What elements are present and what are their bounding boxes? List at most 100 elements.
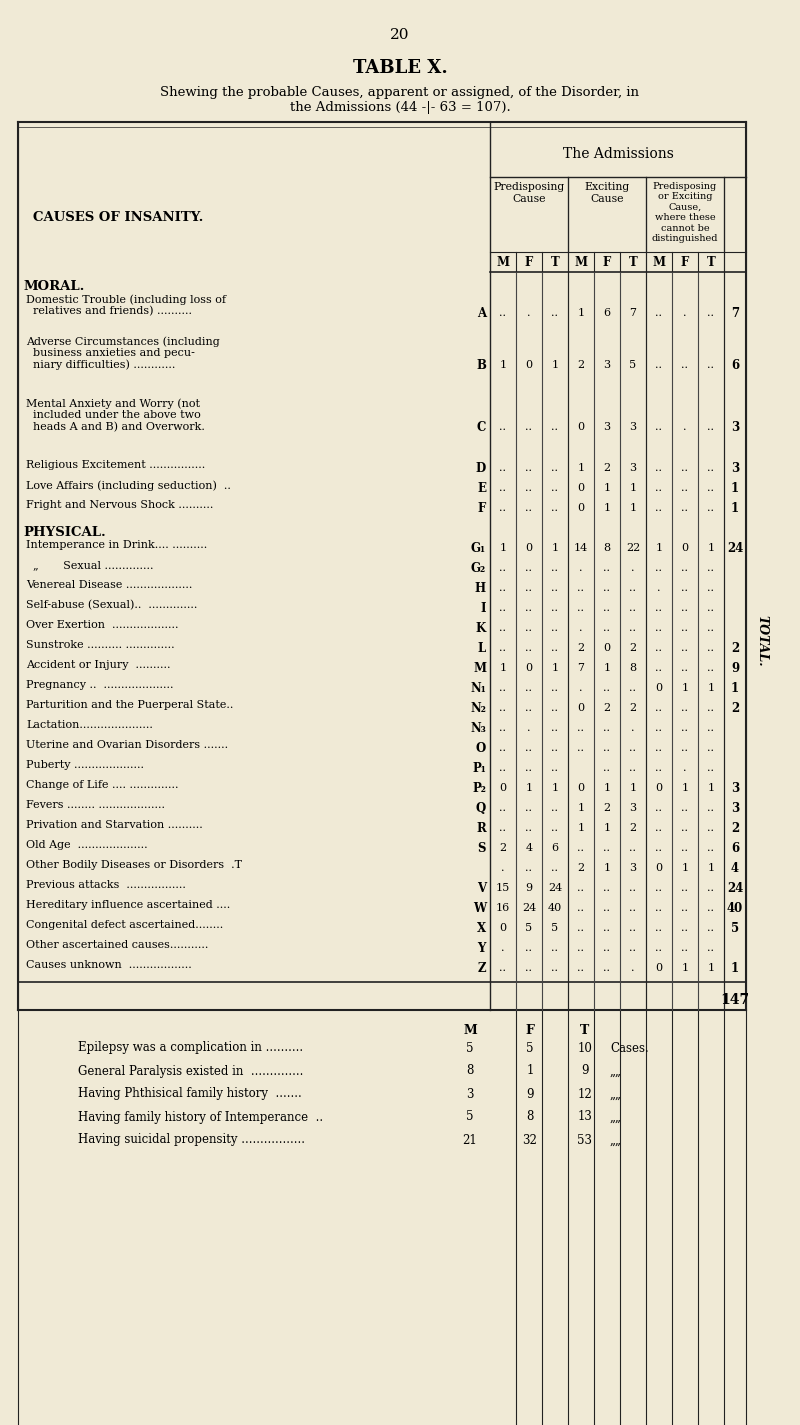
Text: ..: ..	[551, 503, 558, 513]
Text: Pregnancy ..  ....................: Pregnancy .. ....................	[26, 680, 174, 690]
Text: CAUSES OF INSANITY.: CAUSES OF INSANITY.	[33, 211, 203, 224]
Text: ..: ..	[682, 943, 689, 953]
Text: ..: ..	[682, 663, 689, 673]
Text: 5: 5	[551, 923, 558, 933]
Text: 3: 3	[466, 1087, 474, 1100]
Text: Shewing the probable Causes, apparent or assigned, of the Disorder, in
the Admis: Shewing the probable Causes, apparent or…	[161, 86, 639, 114]
Text: K: K	[476, 621, 486, 634]
Text: ..: ..	[526, 703, 533, 712]
Text: 2: 2	[731, 821, 739, 835]
Text: Previous attacks  .................: Previous attacks .................	[26, 881, 186, 891]
Text: ..: ..	[526, 623, 533, 633]
Text: 3: 3	[630, 422, 637, 432]
Text: N₁: N₁	[470, 681, 486, 694]
Text: 24: 24	[727, 882, 743, 895]
Text: ..: ..	[630, 623, 637, 633]
Text: 4: 4	[526, 844, 533, 854]
Text: 12: 12	[578, 1087, 592, 1100]
Text: ..: ..	[655, 603, 662, 613]
Text: ..: ..	[707, 742, 714, 752]
Text: ..: ..	[655, 483, 662, 493]
Text: ..: ..	[603, 583, 610, 593]
Text: 2: 2	[630, 824, 637, 834]
Text: ..: ..	[551, 963, 558, 973]
Text: ..: ..	[551, 643, 558, 653]
Text: Q: Q	[476, 801, 486, 815]
Text: ..: ..	[707, 603, 714, 613]
Text: Old Age  ....................: Old Age ....................	[26, 839, 148, 849]
Text: ..: ..	[707, 884, 714, 893]
Text: 2: 2	[578, 361, 585, 370]
Text: 0: 0	[499, 923, 506, 933]
Text: 0: 0	[655, 864, 662, 874]
Text: ..: ..	[578, 742, 585, 752]
Text: 1: 1	[526, 782, 533, 792]
Text: 8: 8	[603, 543, 610, 553]
Text: 147: 147	[721, 993, 750, 1007]
Text: ..: ..	[526, 503, 533, 513]
Text: 1: 1	[603, 503, 610, 513]
Text: ..: ..	[603, 963, 610, 973]
Text: ..: ..	[707, 463, 714, 473]
Text: ..: ..	[630, 943, 637, 953]
Text: 21: 21	[462, 1133, 478, 1147]
Text: ..: ..	[603, 943, 610, 953]
Text: .: .	[683, 762, 686, 772]
Text: ..: ..	[551, 623, 558, 633]
Text: 2: 2	[499, 844, 506, 854]
Text: ..: ..	[655, 943, 662, 953]
Text: 2: 2	[603, 703, 610, 712]
Text: 5: 5	[526, 923, 533, 933]
Text: 9: 9	[526, 1087, 534, 1100]
Text: Hereditary influence ascertained ....: Hereditary influence ascertained ....	[26, 901, 230, 911]
Text: ..: ..	[526, 963, 533, 973]
Text: ..: ..	[499, 583, 506, 593]
Text: ..: ..	[707, 762, 714, 772]
Text: Parturition and the Puerperal State..: Parturition and the Puerperal State..	[26, 700, 234, 710]
Text: 0: 0	[526, 543, 533, 553]
Text: Intemperance in Drink.... ..........: Intemperance in Drink.... ..........	[26, 540, 207, 550]
Text: Causes unknown  ..................: Causes unknown ..................	[26, 960, 192, 970]
Text: ..: ..	[526, 804, 533, 814]
Text: ..: ..	[499, 963, 506, 973]
Text: Predisposing
or Exciting
Cause,
where these
cannot be
distinguished: Predisposing or Exciting Cause, where th…	[652, 182, 718, 244]
Text: P₁: P₁	[472, 761, 486, 775]
Text: 15: 15	[496, 884, 510, 893]
Text: ..: ..	[499, 824, 506, 834]
Text: ..: ..	[655, 824, 662, 834]
Text: ..: ..	[630, 844, 637, 854]
Text: 1: 1	[707, 864, 714, 874]
Text: ..: ..	[655, 804, 662, 814]
Text: A: A	[477, 306, 486, 319]
Text: ..: ..	[655, 722, 662, 732]
Text: 1: 1	[526, 1064, 534, 1077]
Text: 3: 3	[603, 361, 610, 370]
Text: ..: ..	[551, 742, 558, 752]
Text: ..: ..	[682, 844, 689, 854]
Text: ..: ..	[526, 583, 533, 593]
Text: 9: 9	[582, 1064, 589, 1077]
Text: ..: ..	[707, 643, 714, 653]
Text: ..: ..	[655, 903, 662, 913]
Text: 1: 1	[603, 483, 610, 493]
Text: B: B	[476, 359, 486, 372]
Text: ..: ..	[682, 643, 689, 653]
Text: 20: 20	[390, 28, 410, 41]
Text: T: T	[550, 255, 559, 268]
Text: Puberty ....................: Puberty ....................	[26, 760, 144, 770]
Text: 24: 24	[548, 884, 562, 893]
Text: 1: 1	[707, 543, 714, 553]
Text: 2: 2	[578, 643, 585, 653]
Text: 1: 1	[551, 663, 558, 673]
Text: ..: ..	[499, 483, 506, 493]
Text: 0: 0	[655, 963, 662, 973]
Text: 1: 1	[603, 663, 610, 673]
Text: ..: ..	[499, 503, 506, 513]
Text: ..: ..	[655, 884, 662, 893]
Text: 7: 7	[731, 306, 739, 319]
Text: ..: ..	[603, 603, 610, 613]
Text: 1: 1	[578, 308, 585, 318]
Text: ..: ..	[707, 361, 714, 370]
Text: ..: ..	[578, 583, 585, 593]
Text: Mental Anxiety and Worry (not
  included under the above two
  heads A and B) an: Mental Anxiety and Worry (not included u…	[26, 398, 205, 432]
